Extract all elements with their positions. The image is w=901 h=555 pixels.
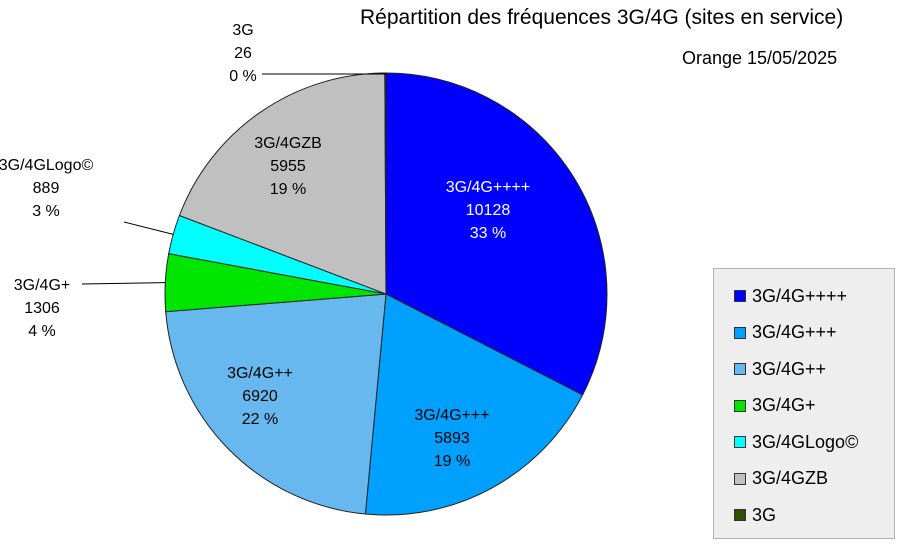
legend-item: 3G/4GLogo© (734, 430, 858, 454)
data-label: 5955 (270, 158, 306, 175)
legend-label: 3G/4G+++ (752, 322, 837, 342)
pie-slice (384, 72, 387, 295)
legend-label: 3G/4G+ (752, 395, 816, 415)
legend-item: 3G/4G++++ (734, 284, 847, 308)
legend-swatch (734, 326, 746, 339)
pie-slice (178, 72, 387, 295)
chart-legend: 3G/4G++++ 3G/4G+++ 3G/4G++ 3G/4G+ 3G/4GLogo©… (713, 268, 895, 539)
data-label: 889 (33, 180, 60, 197)
legend-item: 3G/4G+++ (734, 321, 837, 345)
data-label: 1306 (24, 300, 60, 317)
data-label: 10128 (466, 202, 511, 219)
legend-swatch (734, 472, 746, 485)
data-label: 3G/4G+ (14, 277, 70, 294)
leader-line (262, 73, 386, 75)
chart-subtitle: Orange 15/05/2025 (682, 48, 838, 68)
leader-line (123, 221, 174, 235)
legend-item: 3G/4GZB (734, 467, 828, 491)
pie-slice (364, 293, 584, 516)
legend-label: 3G/4G++ (752, 358, 827, 379)
pie-slice (165, 293, 387, 515)
data-label: 26 (234, 45, 252, 62)
legend-swatch (734, 363, 746, 375)
data-label: 0 % (229, 68, 257, 85)
data-label: 4 % (28, 323, 56, 340)
legend-swatch (734, 290, 746, 302)
data-label: 3G/4GLogo© (0, 157, 93, 174)
data-label: 19 % (434, 453, 470, 470)
legend-swatch (734, 436, 746, 448)
data-label: 6920 (242, 388, 278, 405)
legend-label: 3G/4GLogo© (752, 431, 859, 452)
data-label: 22 % (242, 411, 278, 428)
pie-slice (385, 72, 608, 396)
chart-title: Répartition des fréquences 3G/4G (sites … (360, 6, 844, 29)
legend-item: 3G/4G++ (734, 357, 826, 381)
data-label: 19 % (270, 181, 306, 198)
legend-item: 3G/4G+ (734, 394, 816, 418)
legend-label: 3G/4GZB (752, 468, 829, 488)
legend-swatch (734, 399, 746, 412)
leader-line (81, 282, 166, 285)
data-label: 3G (232, 22, 253, 39)
legend-label: 3G (752, 504, 777, 525)
data-label: 3G/4G++ (227, 365, 293, 382)
data-label: 33 % (470, 225, 506, 242)
legend-swatch (734, 509, 746, 521)
legend-item: 3G (734, 503, 776, 527)
legend-label: 3G/4G++++ (752, 285, 848, 306)
data-label: 3G/4G++++ (446, 179, 531, 196)
data-label: 5893 (434, 430, 470, 447)
data-label: 3 % (32, 203, 60, 220)
data-label: 3G/4GZB (254, 135, 322, 152)
data-label: 3G/4G+++ (414, 407, 489, 424)
